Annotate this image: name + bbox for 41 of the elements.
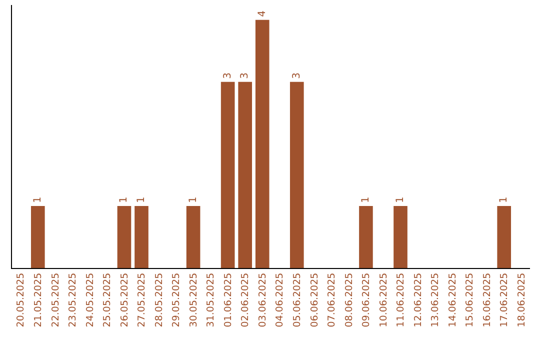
x-tick-label: 03.06.2025 [257,272,268,328]
x-tick-label: 26.05.2025 [119,272,130,328]
data-label: 3 [291,72,302,79]
x-tick-label: 09.06.2025 [361,272,372,328]
x-tick-label: 21.05.2025 [32,272,44,328]
x-tick-label: 30.05.2025 [188,272,200,328]
x-tick-label: 17.06.2025 [499,272,510,328]
data-label: 1 [188,196,199,203]
x-tick-label: 20.05.2025 [16,272,27,328]
data-label: 1 [136,196,147,203]
data-label: 4 [256,10,268,17]
data-label: 1 [498,196,510,203]
x-tick-label: 10.06.2025 [378,272,390,328]
x-tick-label: 06.06.2025 [309,272,320,328]
data-label: 1 [395,196,406,203]
x-tick-label: 11.06.2025 [396,272,407,328]
x-tick-label: 25.05.2025 [102,272,114,328]
data-label: 1 [360,196,372,203]
x-tick-label: 27.05.2025 [136,272,148,328]
x-tick-label: 15.06.2025 [464,272,476,328]
x-tick-label: 23.05.2025 [68,272,79,328]
x-tick-label: 08.06.2025 [344,272,355,328]
x-tick-label: 04.06.2025 [274,272,286,328]
x-tick-label: 12.06.2025 [412,272,424,328]
x-tick-label: 28.05.2025 [154,272,165,328]
data-label: 1 [32,196,44,203]
x-tick-label: 14.06.2025 [447,272,458,328]
x-tick-label: 31.05.2025 [206,272,217,328]
x-tick-label: 24.05.2025 [84,272,96,328]
data-label: 3 [240,72,251,79]
x-tick-label: 02.06.2025 [240,272,252,328]
x-tick-label: 07.06.2025 [326,272,338,328]
x-tick-label: 29.05.2025 [171,272,182,328]
data-label: 3 [222,72,234,79]
x-tick-label: 18.06.2025 [516,272,528,328]
x-tick-label: 22.05.2025 [50,272,62,328]
x-tick-label: 05.06.2025 [292,272,303,328]
x-tick-label: 13.06.2025 [430,272,442,328]
x-tick-label: 16.06.2025 [482,272,493,328]
data-label: 1 [118,196,130,203]
x-tick-label: 01.06.2025 [222,272,234,328]
